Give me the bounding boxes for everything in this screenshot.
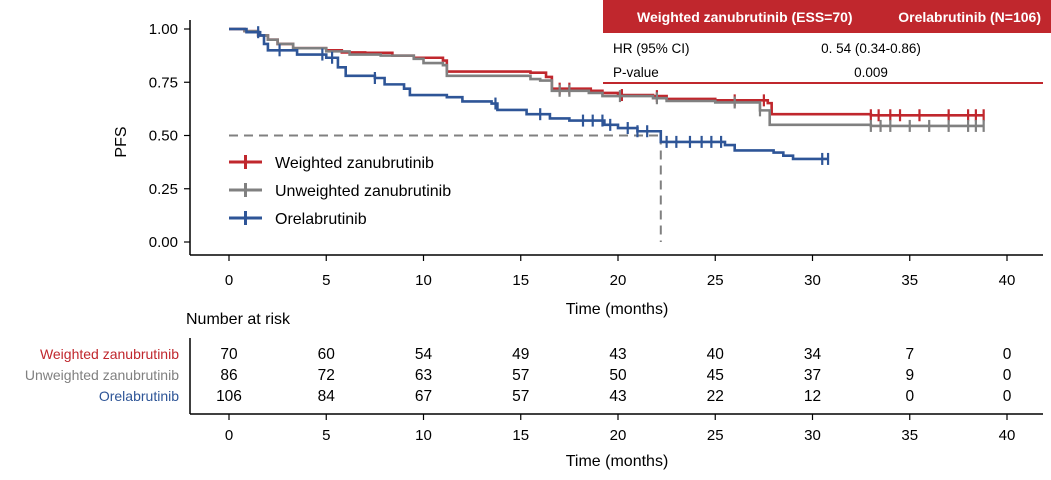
stats-header-background [603, 0, 1051, 33]
legend-label-orelabrutinib: Orelabrutinib [275, 211, 367, 228]
x-tick-label: 10 [415, 272, 432, 289]
risk-count-weighted-zanubrutinib: 60 [318, 346, 336, 363]
stats-pvalue-label: P-value [613, 65, 659, 80]
risk-table-title: Number at risk [186, 311, 291, 328]
km-curve-orelabrutinib [229, 27, 829, 161]
stats-header-weighted: Weighted zanubrutinib (ESS=70) [637, 9, 853, 25]
risk-count-weighted-zanubrutinib: 54 [415, 346, 433, 363]
risk-count-weighted-zanubrutinib: 0 [1003, 346, 1012, 363]
risk-row-label-orelabrutinib: Orelabrutinib [99, 388, 179, 404]
risk-count-orelabrutinib: 0 [1003, 388, 1012, 405]
risk-count-unweighted-zanubrutinib: 45 [707, 367, 724, 384]
y-axis-title: PFS [113, 126, 130, 157]
risk-count-orelabrutinib: 0 [905, 388, 914, 405]
risk-table-x-tick-label: 35 [901, 427, 918, 444]
x-axis-title: Time (months) [566, 301, 669, 318]
x-tick-label: 0 [225, 272, 233, 289]
x-tick-label: 15 [512, 272, 529, 289]
km-curve-unweighted-zanubrutinib [229, 27, 984, 128]
main-axes: 0.00 0.25 0.50 0.75 1.00 0 5 10 15 20 25 30 35 40 [149, 20, 1043, 289]
y-tick-label: 0.50 [149, 128, 178, 145]
x-tick-label: 5 [322, 272, 330, 289]
y-tick-label: 0.75 [149, 74, 178, 91]
risk-count-orelabrutinib: 12 [804, 388, 821, 405]
risk-table-x-tick-label: 0 [225, 427, 233, 444]
risk-table: Weighted zanubrutinib 70 60 54 49 43 40 34 7 0Unw… [25, 338, 1043, 444]
risk-count-orelabrutinib: 84 [318, 388, 336, 405]
risk-table-x-tick-label: 15 [512, 427, 529, 444]
legend-label-unweighted-zanubrutinib: Unweighted zanubrutinib [275, 183, 451, 200]
risk-count-unweighted-zanubrutinib: 72 [318, 367, 335, 384]
legend: Weighted zanubrutinib Unweighted zanubrut… [229, 155, 451, 228]
stats-hr-value: 0. 54 (0.34-0.86) [821, 41, 921, 56]
x-tick-label: 35 [901, 272, 918, 289]
stats-table: Weighted zanubrutinib (ESS=70) Orelabrut… [603, 0, 1051, 84]
risk-count-weighted-zanubrutinib: 49 [512, 346, 529, 363]
risk-count-weighted-zanubrutinib: 34 [804, 346, 822, 363]
risk-table-x-tick-label: 30 [804, 427, 821, 444]
risk-count-orelabrutinib: 67 [415, 388, 432, 405]
risk-count-unweighted-zanubrutinib: 57 [512, 367, 529, 384]
risk-count-weighted-zanubrutinib: 43 [609, 346, 626, 363]
legend-label-weighted-zanubrutinib: Weighted zanubrutinib [275, 155, 434, 172]
risk-count-unweighted-zanubrutinib: 50 [609, 367, 627, 384]
risk-row-label-weighted-zanubrutinib: Weighted zanubrutinib [40, 346, 179, 362]
risk-count-unweighted-zanubrutinib: 86 [220, 367, 237, 384]
risk-count-unweighted-zanubrutinib: 9 [905, 367, 914, 384]
risk-table-x-tick-label: 20 [610, 427, 627, 444]
y-tick-label: 0.00 [149, 234, 178, 251]
risk-table-x-tick-label: 5 [322, 427, 330, 444]
risk-table-x-axis-title: Time (months) [566, 453, 669, 470]
x-tick-label: 30 [804, 272, 821, 289]
x-tick-label: 25 [707, 272, 724, 289]
risk-count-weighted-zanubrutinib: 40 [707, 346, 725, 363]
risk-count-unweighted-zanubrutinib: 0 [1003, 367, 1012, 384]
risk-count-orelabrutinib: 22 [707, 388, 724, 405]
survival-curves [229, 26, 985, 165]
stats-pvalue-value: 0.009 [854, 65, 888, 80]
x-tick-label: 20 [610, 272, 627, 289]
median-reference-lines [229, 134, 662, 242]
x-tick-label: 40 [999, 272, 1016, 289]
risk-row-label-unweighted-zanubrutinib: Unweighted zanubrutinib [25, 367, 179, 383]
risk-table-x-tick-label: 40 [999, 427, 1016, 444]
risk-count-unweighted-zanubrutinib: 63 [415, 367, 432, 384]
risk-count-orelabrutinib: 43 [609, 388, 626, 405]
risk-table-x-tick-label: 10 [415, 427, 432, 444]
y-tick-label: 1.00 [149, 21, 178, 38]
risk-count-orelabrutinib: 57 [512, 388, 529, 405]
risk-count-weighted-zanubrutinib: 70 [220, 346, 238, 363]
risk-count-orelabrutinib: 106 [216, 388, 242, 405]
stats-header-orelabrutinib: Orelabrutinib (N=106) [898, 9, 1041, 25]
risk-count-unweighted-zanubrutinib: 37 [804, 367, 821, 384]
risk-count-weighted-zanubrutinib: 7 [905, 346, 914, 363]
stats-hr-label: HR (95% CI) [613, 41, 690, 56]
risk-table-x-tick-label: 25 [707, 427, 724, 444]
y-tick-label: 0.25 [149, 181, 178, 198]
